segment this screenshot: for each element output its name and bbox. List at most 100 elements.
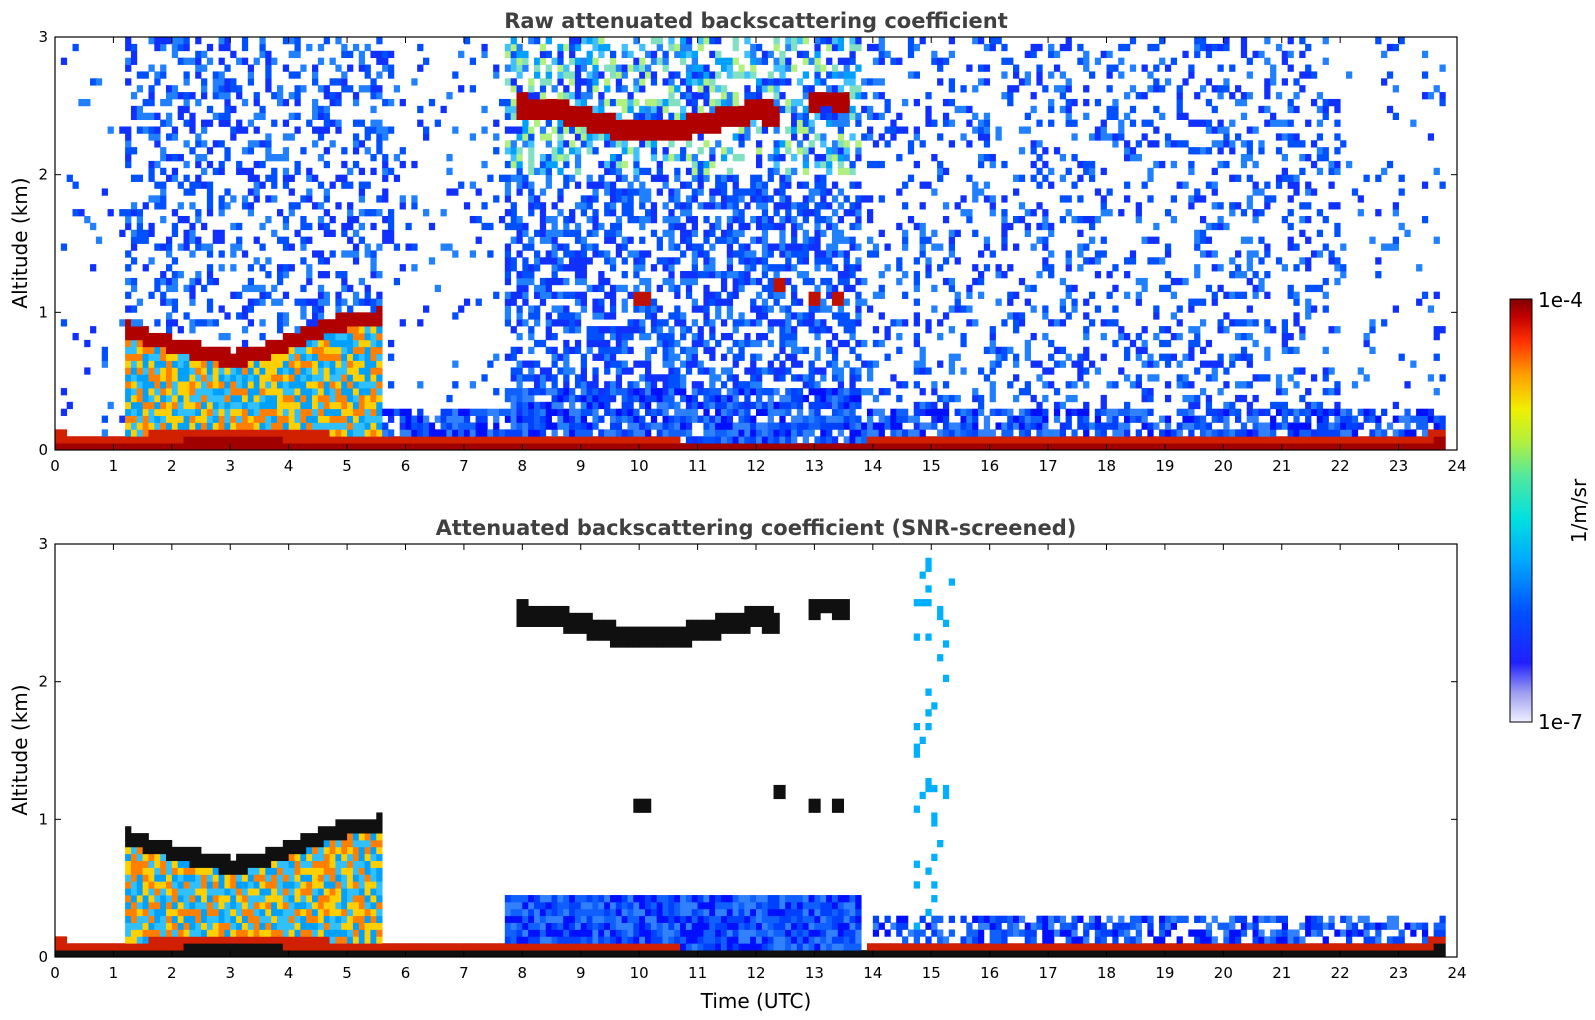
heatmap-cell bbox=[814, 188, 821, 196]
heatmap-cell bbox=[691, 98, 698, 107]
heatmap-cell bbox=[306, 174, 313, 182]
heatmap-cell bbox=[230, 360, 237, 368]
heatmap-cell bbox=[843, 319, 850, 327]
heatmap-cell bbox=[498, 98, 506, 107]
heatmap-cell bbox=[633, 360, 640, 368]
heatmap-cell bbox=[236, 381, 243, 389]
heatmap-cell bbox=[703, 37, 710, 45]
heatmap-cell bbox=[808, 408, 815, 416]
heatmap-cell bbox=[925, 326, 932, 334]
heatmap-cell bbox=[247, 147, 255, 155]
heatmap-cell bbox=[551, 394, 558, 403]
heatmap-cell bbox=[1053, 360, 1061, 368]
heatmap-cell bbox=[960, 332, 967, 341]
heatmap-cell bbox=[645, 284, 652, 293]
heatmap-cell bbox=[1030, 50, 1037, 59]
heatmap-cell bbox=[183, 367, 190, 375]
heatmap-cell bbox=[317, 381, 325, 389]
heatmap-cell bbox=[756, 57, 763, 65]
heatmap-cell bbox=[428, 443, 436, 450]
heatmap-cell bbox=[271, 57, 278, 65]
heatmap-cell bbox=[662, 436, 669, 444]
heatmap-cell bbox=[756, 443, 763, 450]
heatmap-cell bbox=[738, 126, 745, 134]
heatmap-cell bbox=[1141, 339, 1148, 348]
heatmap-cell bbox=[609, 229, 617, 238]
heatmap-cell bbox=[732, 154, 739, 162]
heatmap-cell bbox=[604, 388, 611, 396]
heatmap-cell bbox=[645, 353, 652, 361]
heatmap-cell bbox=[557, 98, 564, 107]
heatmap-cell bbox=[726, 388, 734, 396]
heatmap-cell bbox=[522, 181, 529, 189]
heatmap-cell bbox=[691, 71, 698, 79]
heatmap-cell bbox=[697, 71, 704, 79]
heatmap-cell bbox=[662, 346, 669, 355]
heatmap-cell bbox=[791, 429, 798, 437]
heatmap-cell bbox=[808, 326, 815, 334]
heatmap-cell bbox=[300, 312, 307, 320]
heatmap-cell bbox=[820, 160, 827, 169]
heatmap-cell bbox=[697, 160, 704, 169]
heatmap-cell bbox=[843, 167, 850, 176]
heatmap-cell bbox=[259, 436, 266, 444]
heatmap-cell bbox=[872, 92, 880, 100]
heatmap-cell bbox=[154, 401, 161, 410]
heatmap-cell bbox=[376, 346, 383, 355]
heatmap-cell bbox=[212, 167, 219, 176]
heatmap-cell bbox=[907, 429, 915, 437]
heatmap-cell bbox=[364, 367, 371, 375]
heatmap-cell bbox=[761, 264, 769, 272]
heatmap-cell bbox=[738, 271, 745, 279]
heatmap-cell bbox=[627, 250, 634, 258]
heatmap-cell bbox=[481, 126, 488, 134]
heatmap-cell bbox=[931, 284, 938, 293]
heatmap-cell bbox=[849, 92, 856, 100]
heatmap-cell bbox=[779, 374, 786, 382]
heatmap-cell bbox=[317, 215, 325, 224]
heatmap-cell bbox=[195, 394, 202, 403]
heatmap-cell bbox=[709, 394, 716, 403]
heatmap-cell bbox=[767, 291, 774, 299]
heatmap-cell bbox=[423, 436, 430, 444]
heatmap-cell bbox=[247, 167, 255, 176]
heatmap-cell bbox=[872, 291, 880, 299]
heatmap-cell bbox=[726, 195, 734, 203]
heatmap-cell bbox=[1118, 367, 1125, 375]
heatmap-cell bbox=[563, 305, 570, 313]
heatmap-cell bbox=[615, 332, 623, 341]
heatmap-cell bbox=[247, 64, 255, 72]
heatmap-cell bbox=[119, 126, 126, 134]
heatmap-cell bbox=[411, 422, 418, 430]
heatmap-cell bbox=[592, 401, 599, 410]
heatmap-cell bbox=[1007, 264, 1014, 272]
heatmap-cell bbox=[306, 408, 313, 416]
heatmap-cell bbox=[831, 112, 839, 120]
heatmap-cell bbox=[534, 264, 541, 272]
heatmap-cell bbox=[469, 381, 476, 389]
heatmap-cell bbox=[849, 71, 856, 79]
heatmap-cell bbox=[983, 422, 991, 430]
heatmap-cell bbox=[627, 394, 634, 403]
heatmap-cell bbox=[364, 401, 371, 410]
heatmap-cell bbox=[837, 119, 845, 127]
heatmap-cell bbox=[580, 388, 587, 396]
heatmap-cell bbox=[656, 167, 663, 176]
heatmap-cell bbox=[323, 209, 330, 217]
heatmap-cell bbox=[826, 154, 833, 162]
heatmap-cell bbox=[142, 98, 149, 107]
heatmap-cell bbox=[1141, 360, 1148, 368]
heatmap-cell bbox=[1036, 167, 1043, 176]
heatmap-cell bbox=[1059, 298, 1067, 306]
heatmap-cell bbox=[1053, 147, 1061, 155]
heatmap-cell bbox=[621, 429, 628, 437]
heatmap-cell bbox=[165, 319, 173, 327]
heatmap-cell bbox=[528, 140, 535, 148]
heatmap-cell bbox=[791, 126, 798, 134]
heatmap-cell bbox=[627, 105, 634, 114]
heatmap-cell bbox=[195, 243, 202, 251]
heatmap-cell bbox=[697, 401, 704, 410]
heatmap-cell bbox=[306, 346, 313, 355]
heatmap-cell bbox=[130, 415, 138, 423]
heatmap-cell bbox=[370, 209, 377, 217]
